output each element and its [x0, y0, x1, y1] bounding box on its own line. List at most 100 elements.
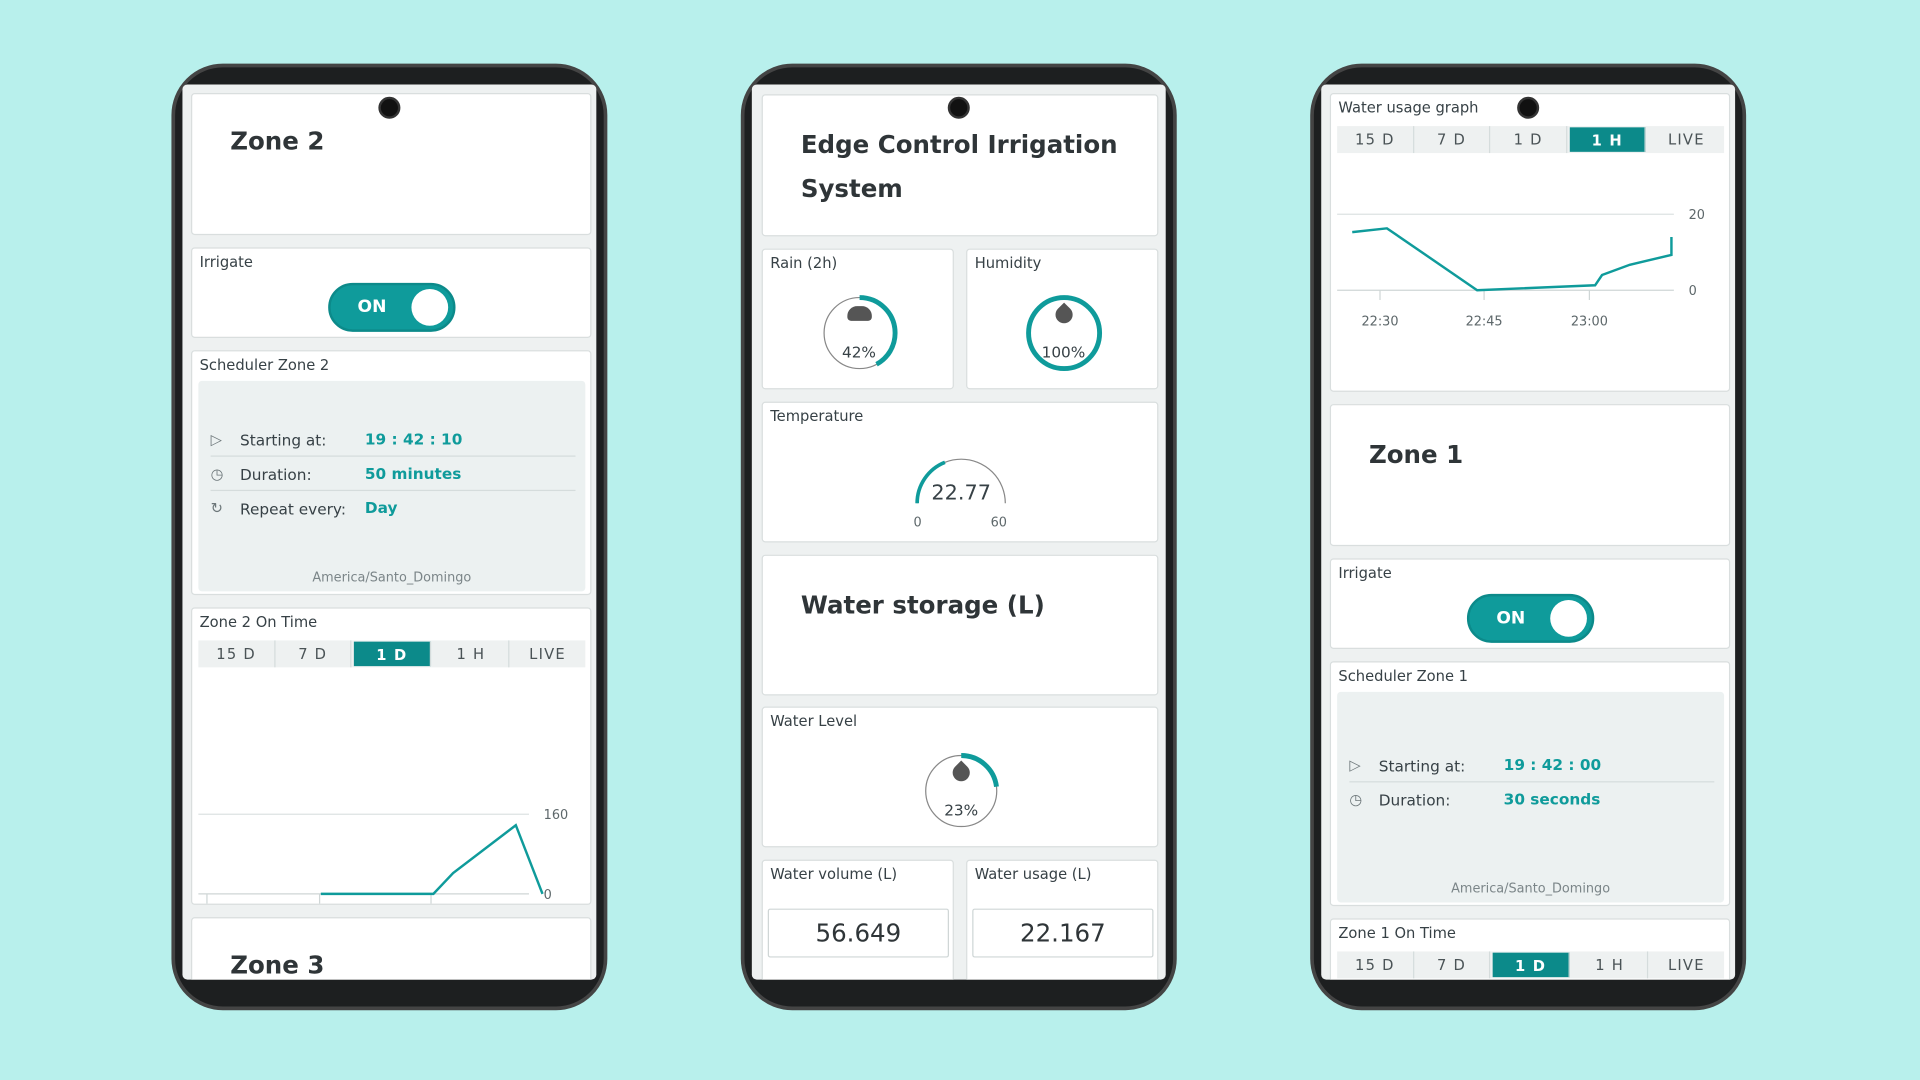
water-level-label: Water Level	[770, 712, 858, 730]
row-label: Starting at:	[1378, 756, 1466, 776]
water-usage-label: Water usage (L)	[974, 865, 1092, 883]
scheduler-panel[interactable]: ▷ Starting at: 19 : 42 : 10 ◷ Duration: 50 m…	[198, 380, 586, 592]
on-time-card: Zone 2 On Time 15 D 7 D 1 D 1 H LIVE 0 16…	[191, 607, 592, 933]
water-volume-label: Water volume (L)	[770, 865, 898, 883]
zone-title: Zone 2	[230, 126, 325, 156]
scheduler-card: Scheduler Zone 2 ▷ Starting at: 19 : 42 : …	[191, 350, 592, 596]
cloud-icon	[847, 306, 872, 321]
water-volume-value: 56.649	[767, 908, 949, 958]
irrigate-label: Irrigate	[1338, 564, 1392, 582]
tab-15d[interactable]: 15 D	[198, 640, 276, 668]
y-tick-label: 20	[1689, 208, 1705, 223]
time-range-tabs: 15 D 7 D 1 D 1 H LIVE	[198, 640, 586, 668]
temperature-max: 60	[990, 515, 1007, 531]
x-tick-label: 22:45	[1466, 315, 1503, 330]
water-volume-card: Water volume (L) 56.649	[761, 859, 954, 980]
timezone: America/Santo_Domingo	[312, 570, 472, 586]
y-tick-label: 0	[544, 888, 552, 903]
tab-1h[interactable]: 1 H	[1572, 951, 1649, 979]
phone-left: Zone 2 Irrigate ON Scheduler Zone 2 ▷ Sta…	[171, 63, 608, 1011]
irrigate-card: Irrigate ON	[191, 247, 592, 338]
temperature-gauge	[915, 458, 1006, 504]
irrigate-toggle[interactable]: ON	[1466, 593, 1595, 643]
tab-15d[interactable]: 15 D	[1337, 951, 1414, 979]
x-tick-label: 22:30	[1361, 315, 1398, 330]
tab-7d[interactable]: 7 D	[275, 640, 352, 668]
row-value: Day	[364, 498, 398, 517]
camera	[947, 96, 970, 119]
zone-3-card: Zone 3	[191, 917, 592, 980]
water-storage-title: Water storage (L)	[800, 590, 1045, 620]
temperature-label: Temperature	[770, 407, 864, 425]
tab-7d[interactable]: 7 D	[1414, 951, 1491, 979]
row-label: Repeat every:	[240, 499, 347, 518]
on-time-title: Zone 1 On Time	[1338, 924, 1456, 942]
screen: Zone 2 Irrigate ON Scheduler Zone 2 ▷ Sta…	[182, 84, 597, 980]
toggle-state: ON	[357, 297, 387, 318]
irrigate-label: Irrigate	[199, 253, 253, 271]
zone-title: Zone 1	[1368, 439, 1464, 469]
water-usage-card: Water usage (L) 22.167	[966, 859, 1159, 980]
repeat-icon: ↻	[210, 499, 223, 517]
phone-middle: Edge Control Irrigation System Rain (2h)…	[740, 63, 1177, 1011]
scheduler-row-duration: ◷ Duration: 30 seconds	[1349, 787, 1714, 816]
water-level-gauge	[923, 753, 1000, 829]
zone-1-card: Zone 1	[1329, 404, 1731, 547]
gauge-fill	[915, 460, 946, 504]
zone-2-on-time-chart: 016024. May08:0016:00	[198, 808, 569, 933]
humidity-gauge	[1026, 295, 1103, 372]
temperature-min: 0	[913, 515, 922, 531]
irrigate-card: Irrigate ON	[1329, 558, 1731, 649]
row-value: 50 minutes	[364, 464, 462, 483]
scheduler-panel[interactable]: ▷ Starting at: 19 : 42 : 00 ◷ Duration: 30 s…	[1337, 691, 1725, 903]
tab-1d[interactable]: 1 D	[354, 641, 431, 667]
toggle-knob	[411, 288, 449, 326]
row-label: Duration:	[1378, 791, 1451, 810]
tab-1d[interactable]: 1 D	[1490, 126, 1568, 154]
temperature-value: 22.77	[931, 481, 992, 506]
tab-7d[interactable]: 7 D	[1414, 126, 1491, 154]
tab-1h[interactable]: 1 H	[1569, 127, 1647, 152]
rain-gauge	[821, 295, 898, 372]
scheduler-card: Scheduler Zone 1 ▷ Starting at: 19 : 42 : …	[1329, 661, 1731, 907]
tab-live[interactable]: LIVE	[529, 645, 566, 663]
toggle-knob	[1550, 600, 1587, 637]
row-label: Starting at:	[240, 431, 327, 450]
water-level-card: Water Level 23%	[761, 706, 1159, 848]
row-value: 19 : 42 : 00	[1503, 755, 1602, 774]
dashboard-title-line2: System	[800, 173, 903, 204]
dashboard-title: Edge Control Irrigation	[800, 129, 1118, 160]
row-label: Duration:	[240, 465, 312, 484]
humidity-value: 100%	[1041, 342, 1086, 362]
y-tick-label: 0	[1689, 284, 1697, 299]
tab-live[interactable]: LIVE	[1667, 131, 1705, 149]
row-value: 30 seconds	[1503, 789, 1601, 809]
on-time-title: Zone 2 On Time	[199, 613, 318, 631]
series-line	[320, 823, 544, 896]
phone-right: Water usage graph 15 D 7 D 1 D 1 H LIVE …	[1310, 63, 1747, 1011]
scheduler-row-start: ▷ Starting at: 19 : 42 : 10	[210, 427, 576, 457]
clock-icon: ◷	[210, 465, 224, 483]
series-line	[1352, 227, 1673, 292]
row-value: 19 : 42 : 10	[364, 429, 463, 449]
tab-15d[interactable]: 15 D	[1337, 126, 1414, 154]
zone-title: Zone 3	[230, 950, 325, 980]
irrigate-toggle[interactable]: ON	[328, 282, 456, 332]
camera	[1517, 96, 1540, 119]
scheduler-title: Scheduler Zone 2	[199, 356, 330, 374]
screen: Edge Control Irrigation System Rain (2h)…	[751, 84, 1166, 980]
rain-card: Rain (2h) 42%	[761, 248, 954, 390]
humidity-card: Humidity 100%	[966, 248, 1159, 390]
tab-1h[interactable]: 1 H	[433, 640, 510, 668]
toggle-state: ON	[1496, 608, 1526, 629]
scheduler-row-repeat: ↻ Repeat every: Day	[211, 496, 576, 525]
rain-value: 42%	[841, 342, 876, 362]
play-icon: ▷	[1349, 756, 1361, 774]
play-icon: ▷	[210, 431, 222, 449]
water-level-value: 23%	[944, 800, 979, 820]
tab-live[interactable]: LIVE	[1667, 956, 1705, 974]
gauge-fill	[1026, 295, 1103, 372]
y-tick-label: 160	[544, 808, 569, 823]
tab-1d[interactable]: 1 D	[1492, 952, 1570, 978]
